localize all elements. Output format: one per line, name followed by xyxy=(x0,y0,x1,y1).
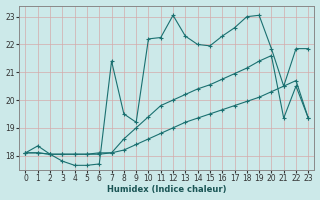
X-axis label: Humidex (Indice chaleur): Humidex (Indice chaleur) xyxy=(107,185,227,194)
